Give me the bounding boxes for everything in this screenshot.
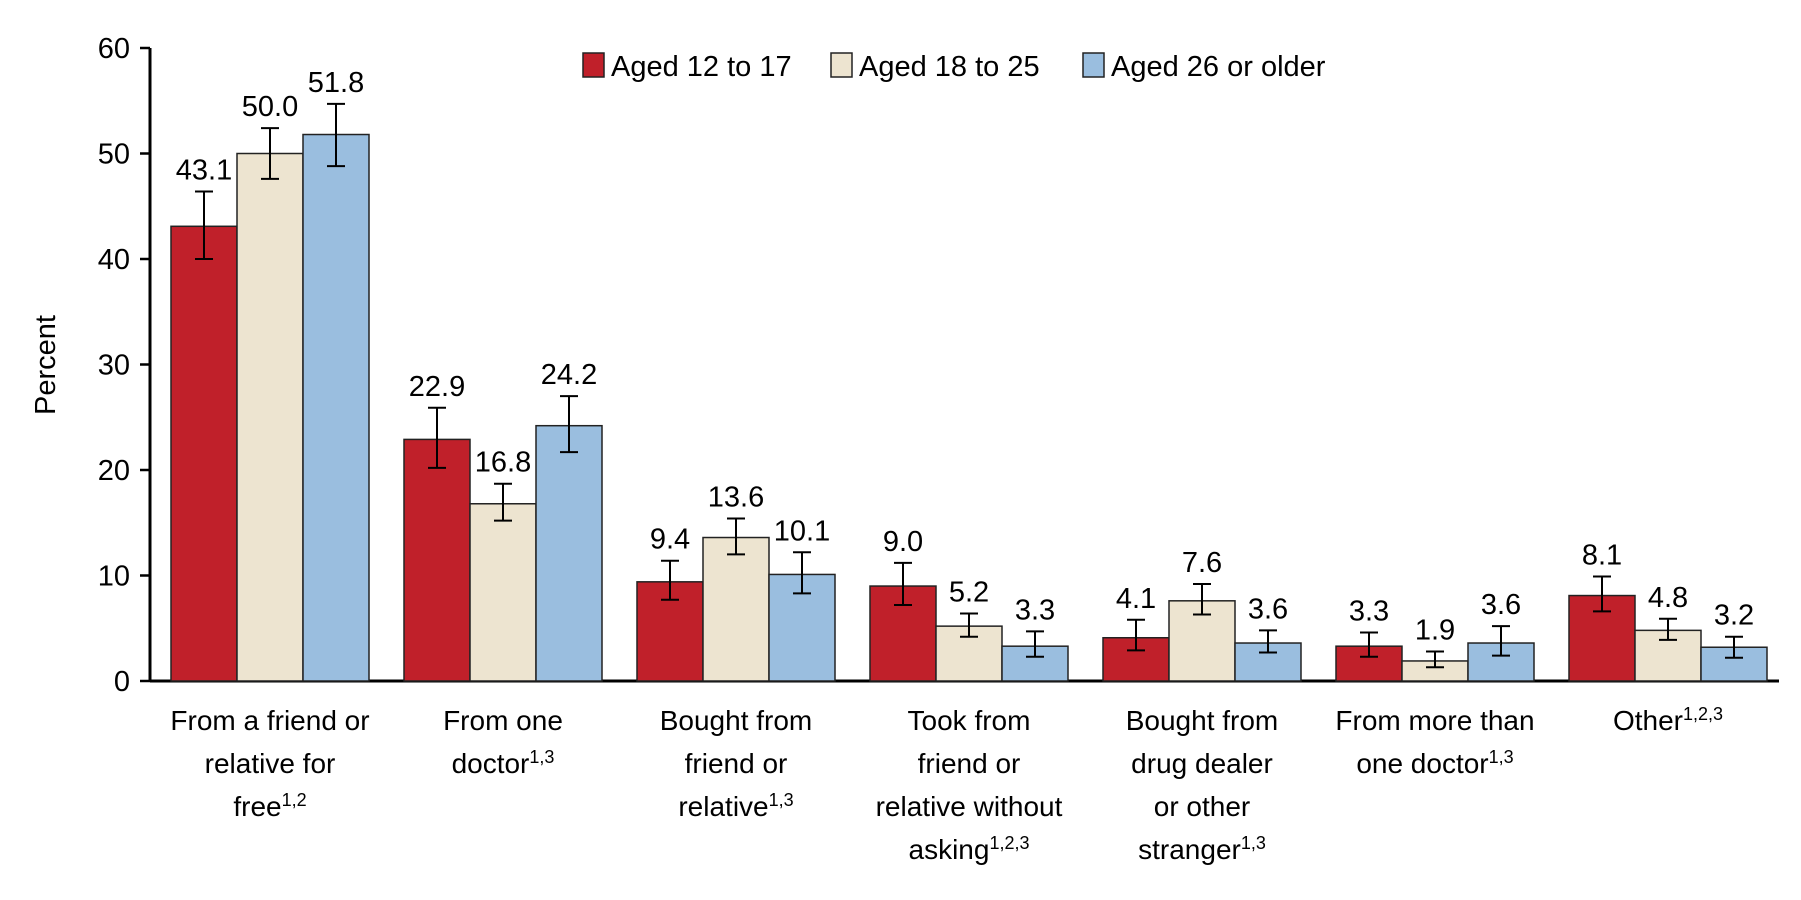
data-label: 4.8 bbox=[1648, 582, 1688, 614]
x-tick-label: relative1,3 bbox=[678, 790, 793, 822]
x-tick-label: one doctor1,3 bbox=[1356, 747, 1513, 779]
x-tick-label: relative for bbox=[205, 748, 336, 779]
data-label: 3.3 bbox=[1015, 594, 1055, 626]
x-tick-label: drug dealer bbox=[1131, 748, 1273, 779]
x-tick-label: asking1,2,3 bbox=[909, 833, 1030, 865]
data-label: 5.2 bbox=[949, 576, 989, 608]
data-label: 9.4 bbox=[650, 524, 690, 556]
bar bbox=[236, 152, 304, 682]
x-tick-label: From more than bbox=[1335, 705, 1534, 736]
bar bbox=[403, 438, 471, 682]
x-tick-label: friend or bbox=[918, 748, 1021, 779]
data-label: 24.2 bbox=[541, 359, 597, 391]
data-label: 50.0 bbox=[242, 91, 298, 123]
y-tick-label: 40 bbox=[98, 244, 130, 276]
footnote-superscript: 1,3 bbox=[1241, 833, 1266, 853]
legend-label: Aged 12 to 17 bbox=[611, 51, 792, 83]
x-tick-label: Other1,2,3 bbox=[1613, 704, 1723, 736]
x-tick-label: stranger1,3 bbox=[1138, 833, 1266, 865]
footnote-superscript: 1,3 bbox=[529, 747, 554, 767]
data-label: 10.1 bbox=[774, 515, 830, 547]
x-tick-label: From a friend or bbox=[170, 705, 369, 736]
y-axis-label: Percent bbox=[30, 315, 62, 415]
footnote-superscript: 1,2 bbox=[282, 790, 307, 810]
legend-swatch bbox=[830, 52, 853, 78]
data-label: 3.2 bbox=[1714, 600, 1754, 632]
data-label: 13.6 bbox=[708, 482, 764, 514]
footnote-superscript: 1,3 bbox=[1489, 747, 1514, 767]
footnote-superscript: 1,3 bbox=[769, 790, 794, 810]
x-tick-label: doctor1,3 bbox=[452, 747, 555, 779]
x-tick-label: relative without bbox=[876, 791, 1063, 822]
data-label: 22.9 bbox=[409, 371, 465, 403]
y-tick-label: 10 bbox=[98, 561, 130, 593]
footnote-superscript: 1,2,3 bbox=[1683, 704, 1723, 724]
legend-swatch bbox=[1082, 52, 1105, 78]
data-label: 3.6 bbox=[1481, 589, 1521, 621]
x-tick-label: Took from bbox=[908, 705, 1031, 736]
x-tick-label: friend or bbox=[685, 748, 788, 779]
y-tick-label: 50 bbox=[98, 139, 130, 171]
y-tick-label: 20 bbox=[98, 455, 130, 487]
x-tick-label: From one bbox=[443, 705, 563, 736]
data-label: 8.1 bbox=[1582, 540, 1622, 572]
footnote-superscript: 1,2,3 bbox=[989, 833, 1029, 853]
x-tick-label: or other bbox=[1154, 791, 1251, 822]
data-label: 51.8 bbox=[308, 67, 364, 99]
legend-swatch bbox=[582, 52, 605, 78]
x-tick-label: free1,2 bbox=[233, 790, 306, 822]
x-tick-label: Bought from bbox=[1126, 705, 1279, 736]
y-tick-label: 0 bbox=[114, 666, 130, 698]
legend-label: Aged 18 to 25 bbox=[859, 51, 1040, 83]
bar bbox=[535, 424, 603, 682]
y-tick-label: 30 bbox=[98, 350, 130, 382]
data-label: 3.3 bbox=[1349, 595, 1389, 627]
bar bbox=[702, 536, 770, 682]
bar bbox=[469, 503, 537, 682]
legend-label: Aged 26 or older bbox=[1111, 51, 1326, 83]
data-label: 43.1 bbox=[176, 154, 232, 186]
x-tick-label: Bought from bbox=[660, 705, 813, 736]
data-label: 4.1 bbox=[1116, 583, 1156, 615]
y-tick-label: 60 bbox=[98, 33, 130, 65]
data-label: 7.6 bbox=[1182, 547, 1222, 579]
data-label: 9.0 bbox=[883, 526, 923, 558]
bar bbox=[302, 133, 370, 682]
chart-marks: 0 10 20 30 40 50 60 43.1 22.9 9.4 9.0 4.1 3.3 8.1 50.0… bbox=[98, 33, 1779, 865]
data-label: 16.8 bbox=[475, 447, 531, 479]
data-label: 1.9 bbox=[1415, 614, 1455, 646]
bar bbox=[170, 225, 238, 682]
data-label: 3.6 bbox=[1248, 593, 1288, 625]
